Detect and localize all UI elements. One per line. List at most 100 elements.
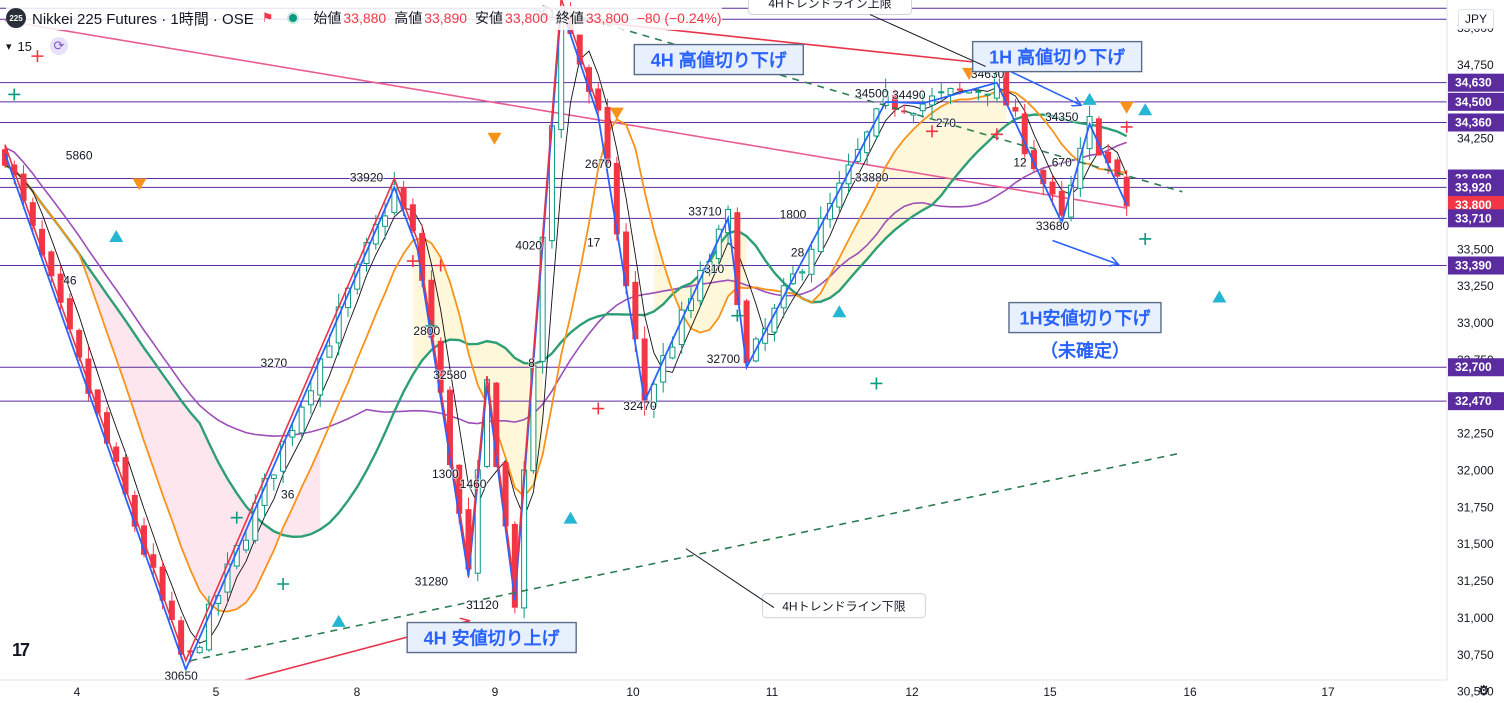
candle-body: [252, 502, 259, 541]
swing-price-label: 8: [528, 356, 535, 370]
price-tick-label: 33,250: [1457, 279, 1494, 293]
price-tick-label: 31,250: [1457, 574, 1494, 588]
candle-body: [391, 183, 398, 214]
price-tick-label: 33,000: [1457, 316, 1494, 330]
cross-marker: [277, 577, 290, 590]
swing-price-label: 46: [63, 274, 77, 288]
callout-text: 4Hトレンドライン上限: [768, 0, 891, 11]
time-tick-label: 10: [626, 685, 640, 699]
high-label: 高値: [394, 10, 423, 26]
flag-icon[interactable]: ⚑: [261, 10, 274, 25]
price-tag: [1448, 178, 1504, 197]
swing-price-label: 32700: [707, 352, 741, 366]
candle-body: [919, 103, 926, 112]
currency-selector[interactable]: JPY: [1457, 9, 1494, 29]
candle-body: [734, 212, 741, 306]
time-tick-label: 17: [1321, 685, 1335, 699]
candle-body: [817, 217, 824, 253]
buy-signal-triangle: [1138, 103, 1153, 116]
high-value: 33,890: [424, 10, 468, 26]
swing-price-label: 33920: [350, 170, 384, 184]
zigzag-lines: [4, 0, 1128, 672]
signal-markers: [8, 50, 1227, 627]
time-tick-label: 15: [1043, 685, 1057, 699]
callout-box: [748, 0, 913, 16]
swing-price-label: 1800: [780, 207, 807, 221]
annotation-text: 4H 高値切り下げ: [651, 50, 788, 71]
price-tag-label: 33,710: [1455, 211, 1492, 225]
price-tag: [1448, 256, 1504, 275]
cross-marker: [8, 88, 21, 101]
time-tick-label: 16: [1183, 685, 1197, 699]
buy-signal-triangle: [832, 305, 847, 318]
candle-body: [660, 355, 667, 383]
interval-value: 15: [17, 38, 32, 54]
price-tick-label: 31,500: [1457, 537, 1494, 551]
price-tick-label: 30,500: [1457, 685, 1494, 699]
sell-signal-triangle: [609, 107, 624, 120]
swing-price-label: 31280: [415, 574, 449, 588]
candle-body: [947, 87, 954, 96]
swing-price-label: 670: [1052, 156, 1072, 170]
swing-price-label: 31120: [466, 598, 499, 612]
buy-signal-triangle: [331, 614, 346, 627]
swing-price-label: 1300: [432, 467, 459, 481]
annotation-text: 1H 高値切り下げ: [989, 47, 1126, 68]
price-tag: [1448, 358, 1504, 377]
close-value: 33,800: [585, 10, 629, 26]
swing-price-label: 33880: [855, 170, 889, 184]
ma-purple-line: [4, 141, 1127, 437]
price-tag-label: 34,500: [1455, 95, 1492, 109]
time-axis: 4 5 8 9 10 11 12 15 16 17: [0, 679, 1447, 703]
symbol-title[interactable]: Nikkei 225 Futures · 1時間 · OSE: [32, 10, 254, 28]
chevron-down-icon[interactable]: ▾: [6, 40, 12, 53]
candle-body: [1012, 107, 1019, 112]
swing-price-label: 5860: [66, 148, 93, 162]
cross-marker: [230, 511, 243, 524]
candle-body: [1030, 150, 1037, 170]
swing-price-label: 34500: [855, 86, 889, 100]
callout-text: 4Hトレンドライン下限: [782, 600, 905, 614]
open-label: 始値: [313, 10, 342, 26]
time-tick-label: 12: [905, 685, 919, 699]
candle-body: [669, 346, 676, 359]
annotation-box: [971, 40, 1143, 73]
refresh-icon[interactable]: ⟳: [50, 37, 68, 55]
callout-leader: [685, 548, 775, 608]
moving-averages: [4, 19, 1128, 644]
settings-icon[interactable]: ⚙: [1477, 682, 1490, 698]
swing-price-label: 3270: [260, 356, 287, 370]
candle-body: [808, 248, 815, 275]
bearish-cloud: [23, 180, 321, 612]
cross-marker: [926, 125, 938, 138]
annotations: 4H 高値切り下げ 1H 高値切り下げ 4H 安値切り上げ 1H安値切り下げ （未確定）…: [406, 0, 1162, 654]
candle-body: [1058, 190, 1065, 216]
callout-leader: [869, 14, 986, 67]
price-tag-label: 33,390: [1455, 259, 1492, 273]
chart-header: 225 Nikkei 225 Futures · 1時間 · OSE ⚑ 始値 …: [6, 6, 722, 30]
open-value: 33,880: [343, 10, 387, 26]
bullish-cloud-3: [802, 91, 1007, 303]
candle-body: [122, 457, 129, 495]
low-label: 安値: [475, 10, 504, 26]
buy-signal-triangle: [1212, 290, 1227, 303]
price-tag-label: 32,470: [1455, 394, 1492, 408]
indicator-row: ▾ 15 ⟳: [6, 37, 68, 55]
price-tick-label: 32,250: [1457, 427, 1494, 441]
cross-marker: [31, 50, 44, 63]
candle-body: [159, 566, 166, 601]
candle-body: [2, 149, 8, 166]
candle-body: [326, 345, 333, 358]
candle-body: [289, 429, 296, 438]
candle-body: [446, 389, 453, 466]
price-tick-label: 34,250: [1457, 132, 1494, 146]
candle-body: [196, 646, 203, 654]
ma-black-line: [4, 50, 1128, 644]
swing-price-label: 2670: [585, 157, 612, 171]
buy-signal-triangle: [1082, 92, 1097, 105]
candle-body: [298, 406, 305, 434]
swing-price-label: 12: [1013, 156, 1027, 170]
candle-body: [270, 474, 277, 479]
cross-marker: [425, 319, 438, 332]
